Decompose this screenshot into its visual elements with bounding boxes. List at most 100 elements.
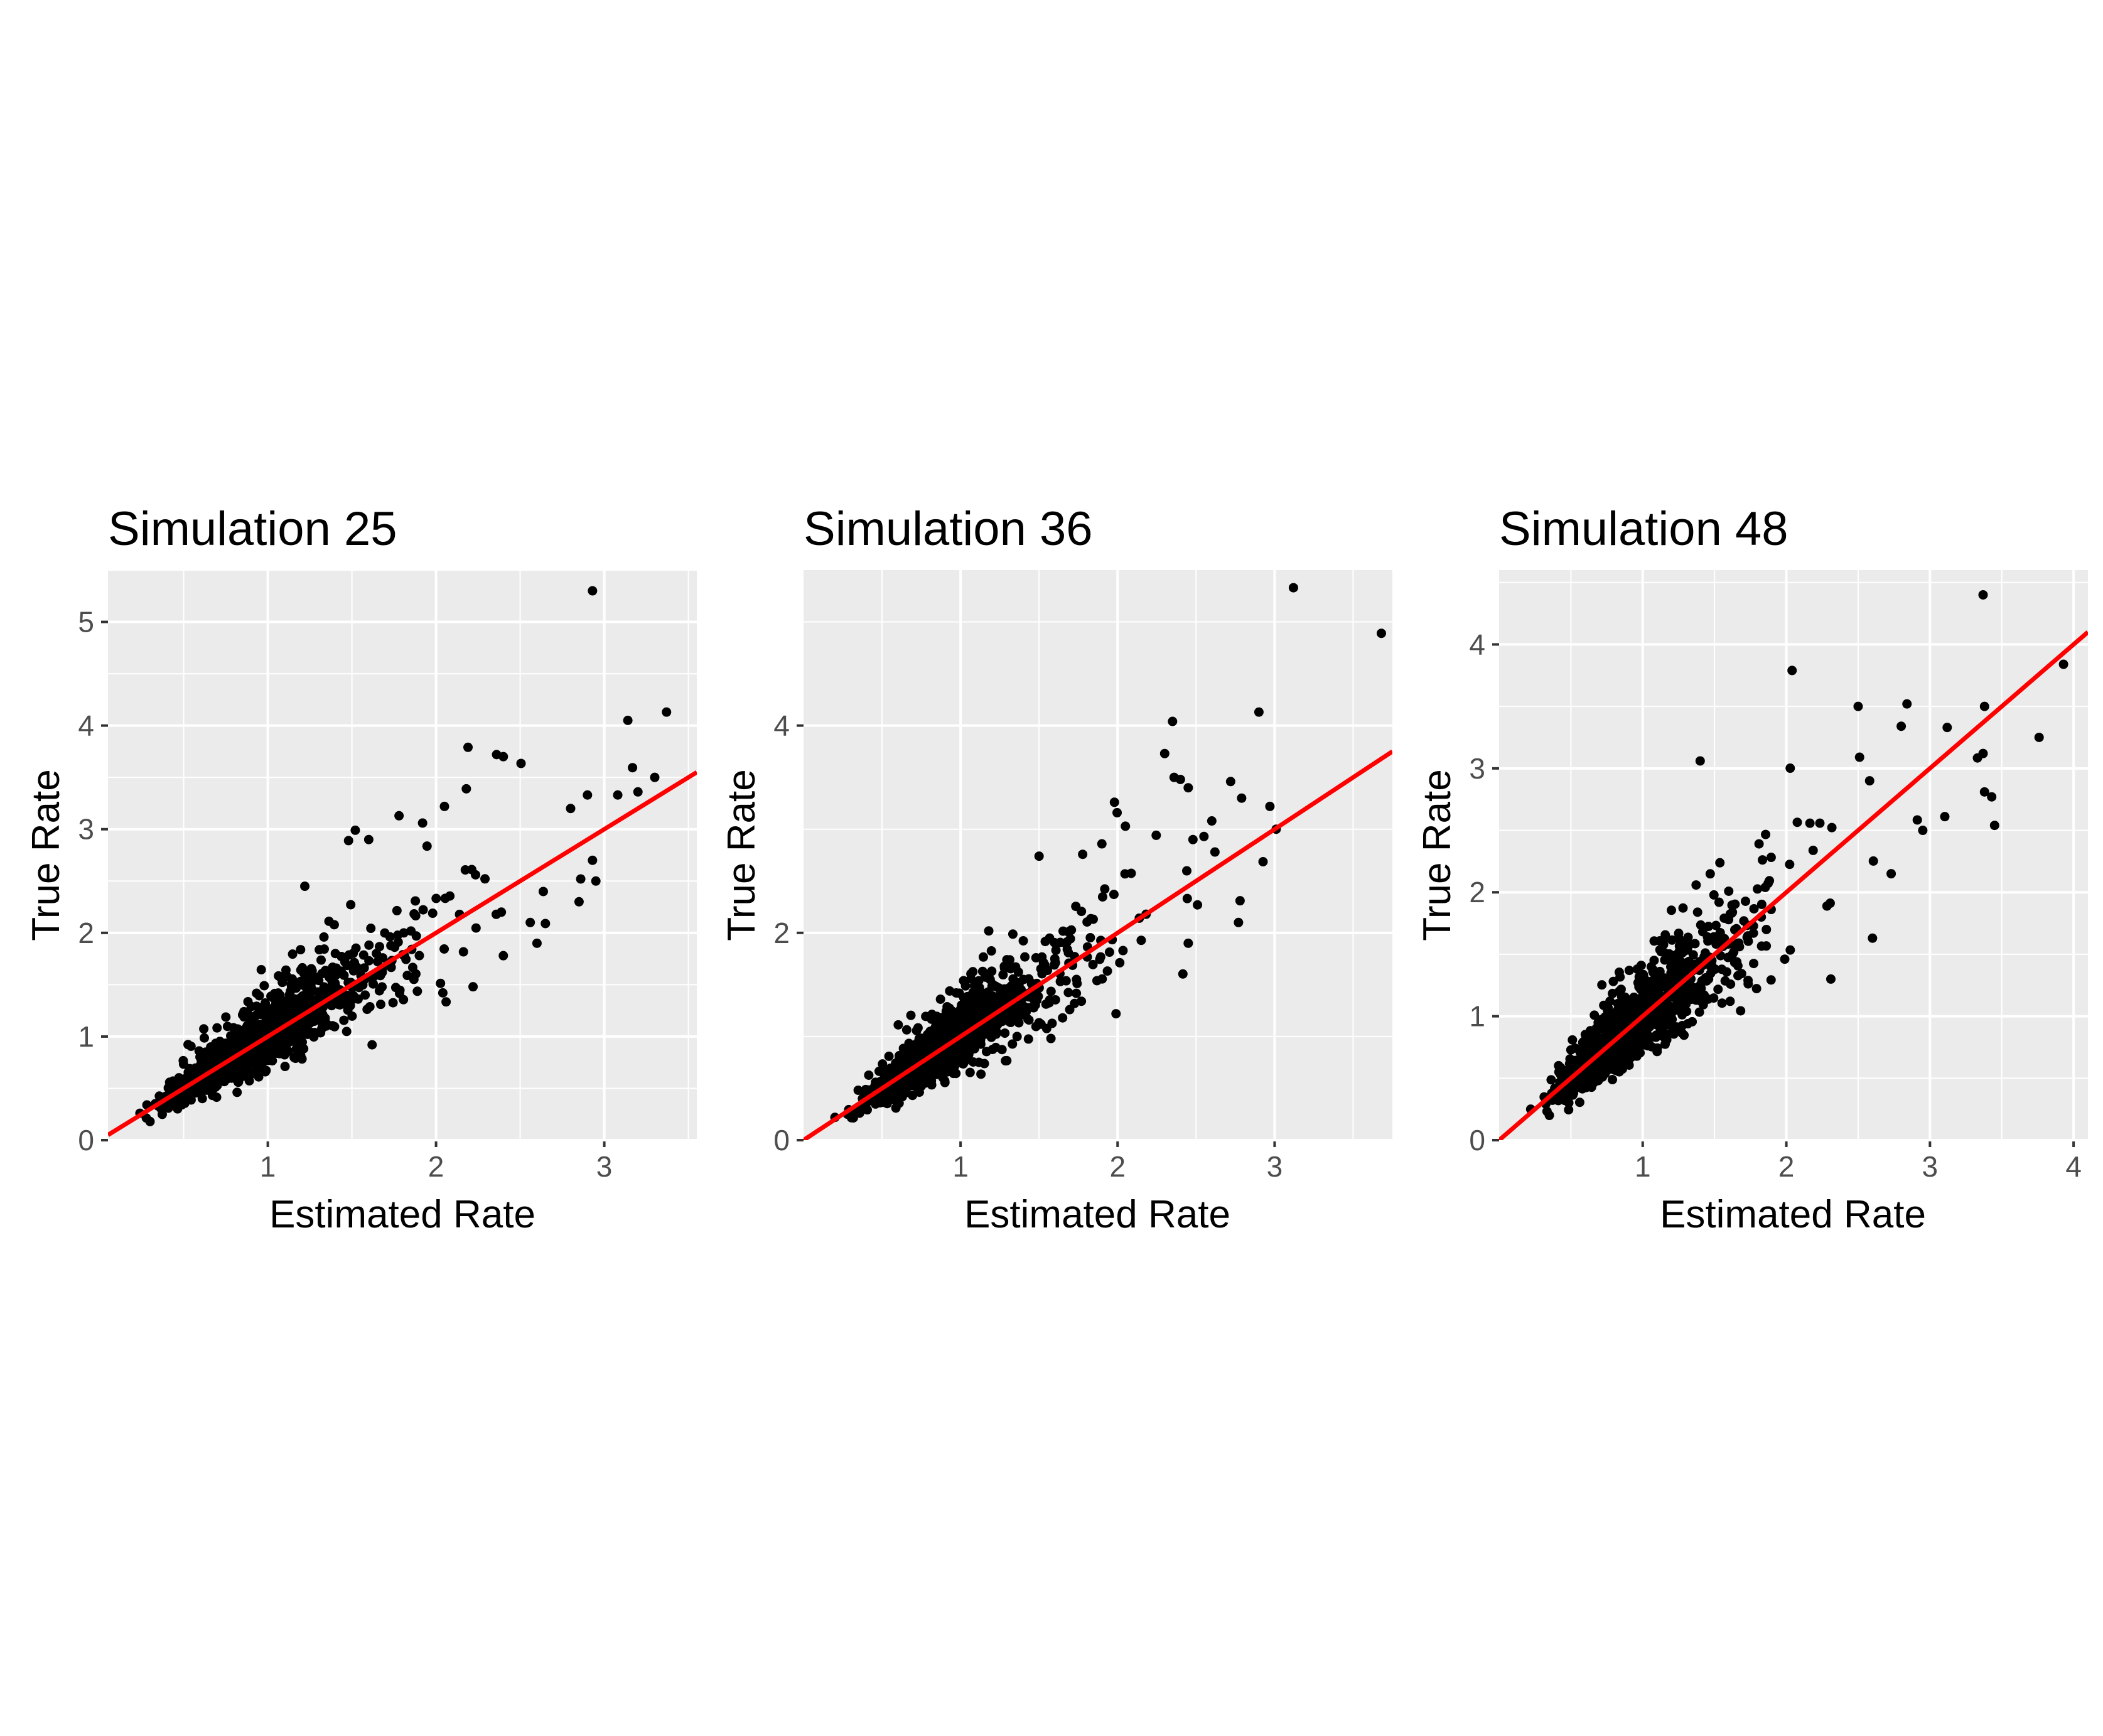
panel-1-point — [304, 994, 314, 1004]
panel-1-x-tick-label: 3 — [596, 1150, 613, 1183]
panel-3-point — [1761, 829, 1771, 839]
panel-1-point — [364, 940, 374, 950]
panel-1-point — [471, 923, 481, 933]
panel-2-y-axis-label: True Rate — [720, 769, 763, 941]
panel-3-point — [1607, 1013, 1617, 1023]
panel-2-point — [1082, 917, 1092, 927]
panel-1-point — [390, 942, 400, 952]
panel-1-point — [278, 1015, 288, 1025]
panel-1-point — [392, 930, 402, 941]
panel-1-point — [628, 763, 638, 773]
panel-2-point — [853, 1085, 863, 1095]
panel-1-point — [394, 811, 404, 821]
panel-1-point — [418, 905, 428, 915]
panel-1-point — [190, 1086, 200, 1096]
panel-1-point — [247, 1023, 257, 1033]
panel-2-point — [965, 991, 975, 1001]
panel-2-point — [1050, 954, 1060, 964]
panel-3-point — [1729, 947, 1739, 957]
panel-3-point — [1758, 855, 1768, 865]
panel-3-point — [1695, 756, 1705, 766]
panel-1-point — [407, 962, 417, 973]
panel-2-point — [1050, 995, 1060, 1005]
panel-3-point — [1741, 896, 1751, 906]
panel-2-point — [906, 1010, 916, 1020]
panel-2-point — [951, 1069, 961, 1079]
panel-1-point — [336, 966, 346, 976]
panel-3-point — [1792, 817, 1802, 828]
panel-2: Simulation 36 Estimated Rate True Rate 1… — [720, 502, 1392, 1236]
panel-2-point — [1063, 988, 1073, 998]
panel-1-plot-background — [108, 570, 697, 1140]
panel-2-point — [1018, 1008, 1028, 1018]
panel-3-point — [1667, 905, 1677, 915]
panel-3-point — [1613, 998, 1623, 1008]
panel-1-point — [541, 919, 551, 929]
panel-1-point — [260, 1020, 270, 1030]
panel-3-point — [1719, 913, 1729, 923]
panel-1-point — [297, 1037, 307, 1047]
panel-1-point — [330, 1022, 340, 1032]
panel-1-point — [289, 1030, 299, 1040]
panel-1-point — [178, 1059, 188, 1069]
panel-1-point — [538, 887, 548, 897]
panel-2-point — [946, 1050, 956, 1060]
panel-3-point — [1989, 821, 1999, 831]
panel-1-point — [566, 804, 576, 814]
panel-1-point — [311, 975, 321, 985]
panel-1-point — [279, 971, 289, 981]
panel-2-point — [1006, 1014, 1016, 1024]
panel-2-point — [882, 1067, 892, 1077]
panel-3-point — [1912, 815, 1922, 825]
panel-1-title: Simulation 25 — [108, 502, 397, 556]
panel-2-x-tick-label: 2 — [1109, 1150, 1126, 1183]
panel-1-point — [422, 841, 432, 851]
panel-1-point — [360, 990, 370, 1000]
panel-1-point — [588, 586, 598, 596]
panel-3-point — [1978, 748, 1988, 758]
panel-1-point — [411, 896, 421, 906]
panel-1-point — [261, 1067, 271, 1077]
panel-2-point — [894, 1098, 904, 1108]
panel-2-point — [1002, 955, 1012, 965]
panel-3-points — [1525, 590, 2068, 1121]
panel-1: Simulation 25 Estimated Rate True Rate 1… — [24, 502, 697, 1236]
panel-3-point — [1649, 975, 1659, 985]
panel-3-point — [1743, 979, 1753, 989]
panel-2-point — [1071, 902, 1081, 912]
panel-2-point — [1237, 793, 1247, 803]
panel-2-point — [977, 988, 987, 998]
panel-1-point — [199, 1024, 209, 1034]
panel-2-point — [1034, 1018, 1044, 1028]
panel-3-point — [1760, 882, 1770, 892]
panel-1-point — [445, 891, 455, 901]
panel-2-point — [908, 1091, 918, 1101]
panel-2-point — [1102, 966, 1112, 976]
panel-1-point — [516, 758, 526, 768]
panel-2-point — [901, 1082, 912, 1092]
panel-2-point — [1199, 831, 1209, 841]
panel-3-point — [1654, 1006, 1664, 1016]
panel-3-point — [1761, 924, 1772, 934]
panel-3-point — [1546, 1075, 1556, 1085]
panel-3-y-tick-label: 0 — [1469, 1124, 1485, 1156]
panel-3-point — [1646, 1032, 1656, 1042]
panel-3-point — [1780, 954, 1790, 964]
panel-2-point — [1092, 976, 1102, 986]
panel-2-point — [1008, 1039, 1018, 1049]
panel-2-point — [1111, 1009, 1121, 1019]
panel-2-point — [978, 952, 988, 962]
panel-1-point — [264, 1007, 274, 1017]
panel-3-point — [1696, 983, 1706, 993]
panel-1-point — [181, 1074, 191, 1084]
panel-3-point — [1650, 1014, 1660, 1024]
panel-1-point — [368, 978, 378, 988]
panel-1-point — [145, 1116, 155, 1126]
panel-2-point — [937, 1013, 947, 1023]
panel-1-point — [583, 790, 593, 800]
panel-3-point — [1662, 1035, 1672, 1045]
panel-1-y-tick-label: 5 — [78, 606, 94, 639]
panel-1-point — [284, 1037, 294, 1047]
panel-1-point — [223, 1045, 233, 1055]
panel-3-point — [1766, 975, 1776, 985]
